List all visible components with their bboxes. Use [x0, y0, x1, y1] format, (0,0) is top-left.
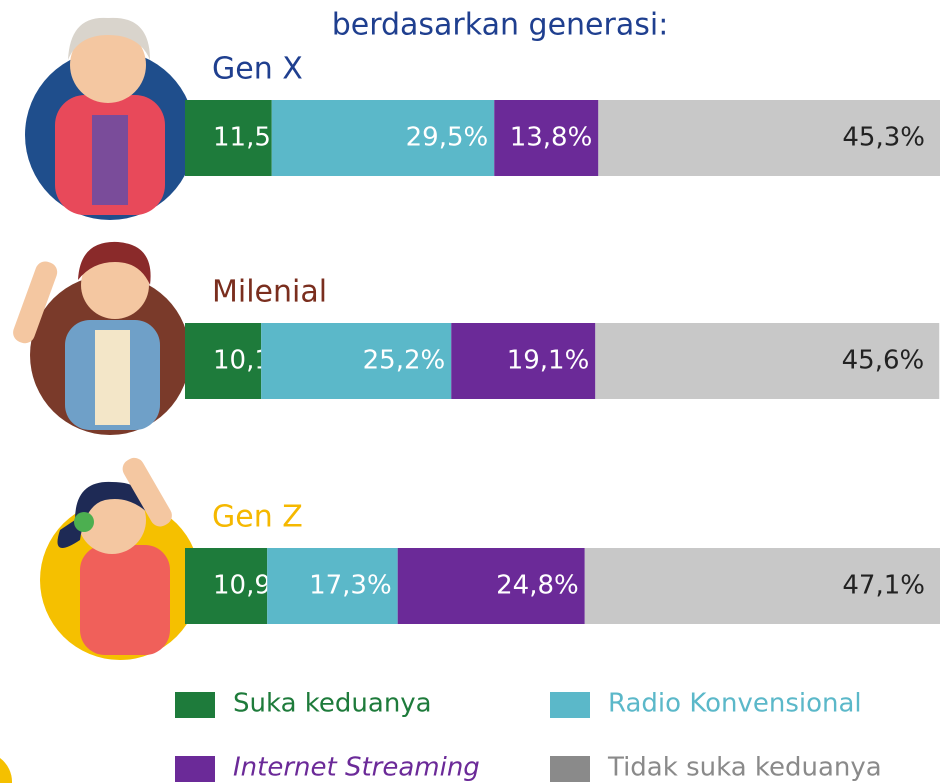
- avatar-milenial: [10, 242, 190, 435]
- value-label: 17,3%: [309, 571, 392, 601]
- legend-label: Tidak suka keduanya: [607, 753, 882, 783]
- legend-swatch: [550, 756, 590, 782]
- value-label: 47,1%: [842, 571, 925, 601]
- legend-label: Radio Konvensional: [608, 689, 862, 719]
- value-label: 25,2%: [363, 346, 446, 376]
- category-label: Milenial: [212, 275, 327, 310]
- chart: berdasarkan generasi: Gen X11,5%29,5%13,…: [0, 0, 950, 783]
- legend-label: Suka keduanya: [233, 689, 432, 719]
- legend-label: Internet Streaming: [233, 753, 480, 783]
- value-label: 19,1%: [507, 346, 590, 376]
- category-label: Gen Z: [212, 500, 303, 535]
- decor: [0, 758, 12, 783]
- value-label: 13,8%: [510, 123, 593, 153]
- value-label: 45,3%: [842, 123, 925, 153]
- value-label: 45,6%: [842, 346, 925, 376]
- category-label: Gen X: [212, 52, 303, 87]
- avatar-gen-z: [40, 454, 200, 660]
- legend-swatch: [175, 756, 215, 782]
- avatar-gen-x: [25, 18, 195, 220]
- legend-swatch: [175, 692, 215, 718]
- value-label: 29,5%: [406, 123, 489, 153]
- legend-swatch: [550, 692, 590, 718]
- value-label: 24,8%: [496, 571, 579, 601]
- chart-title: berdasarkan generasi:: [332, 8, 669, 43]
